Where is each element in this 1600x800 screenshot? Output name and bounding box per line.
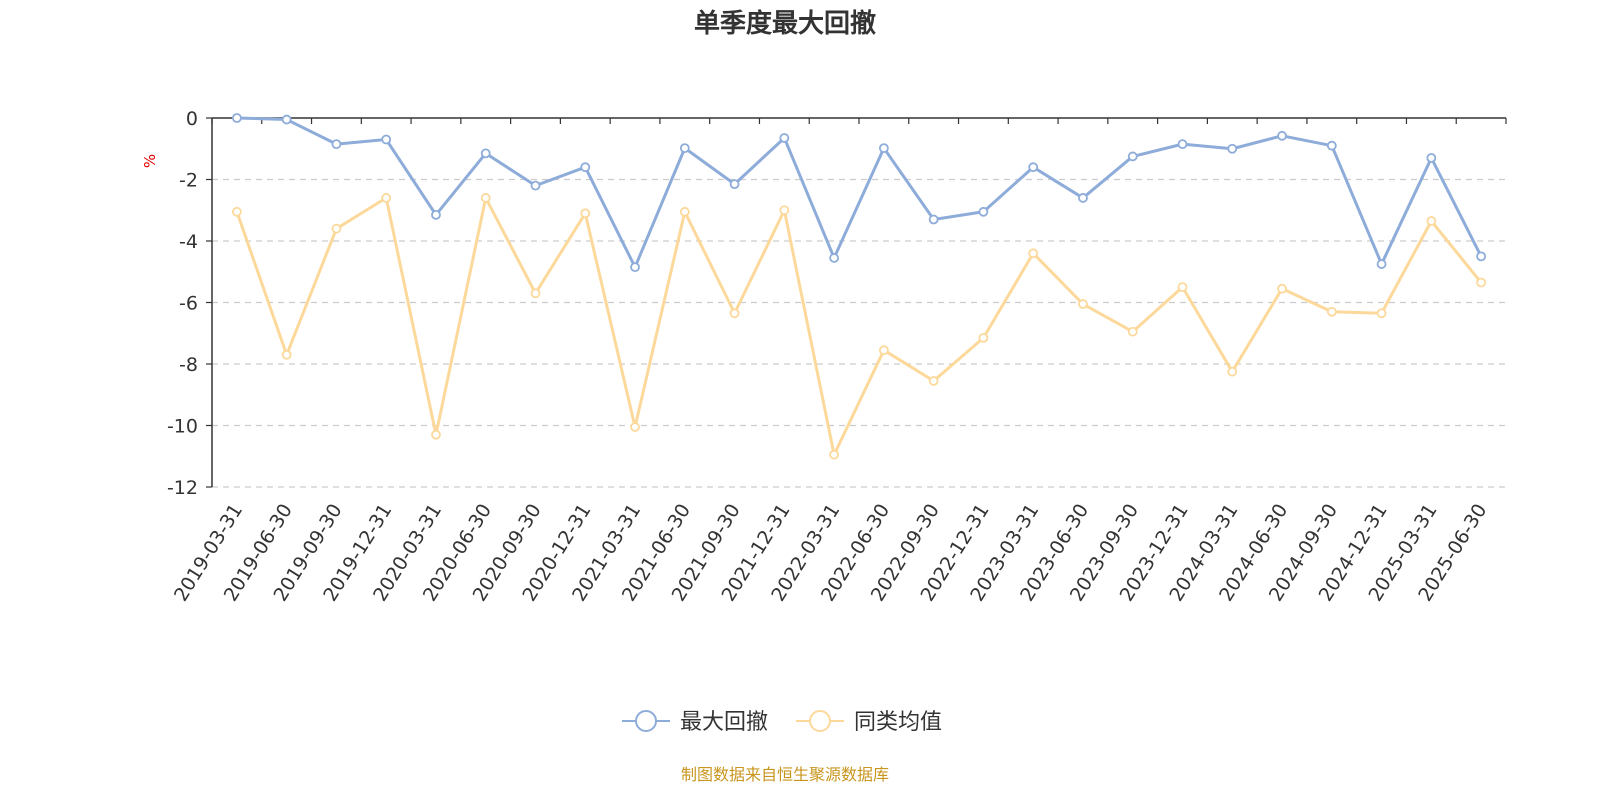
data-point[interactable] — [829, 253, 840, 263]
data-point[interactable] — [580, 162, 591, 173]
data-point[interactable] — [1326, 140, 1337, 151]
legend-item[interactable]: 最大回撤 — [622, 710, 768, 735]
data-point[interactable] — [928, 376, 939, 386]
data-point[interactable] — [480, 193, 491, 203]
y-tick-label: -6 — [179, 293, 198, 315]
data-point[interactable] — [480, 148, 491, 159]
data-point[interactable] — [978, 206, 989, 217]
data-point[interactable] — [530, 288, 541, 299]
data-point[interactable] — [331, 223, 342, 234]
legend-marker — [809, 710, 831, 732]
chart-title: 单季度最大回撤 — [694, 8, 876, 39]
data-point[interactable] — [431, 209, 441, 220]
data-point[interactable] — [1227, 143, 1238, 154]
data-point[interactable] — [679, 206, 690, 217]
data-point[interactable] — [231, 113, 242, 123]
data-point[interactable] — [1277, 130, 1287, 141]
data-point[interactable] — [381, 193, 392, 203]
data-point[interactable] — [1376, 259, 1387, 269]
axes — [206, 117, 1507, 488]
y-axis-label: % — [141, 154, 159, 168]
data-point[interactable] — [1127, 151, 1138, 162]
data-point[interactable] — [779, 133, 790, 143]
data-point[interactable] — [331, 139, 342, 150]
y-tick-label: -10 — [167, 416, 198, 438]
data-point[interactable] — [281, 114, 292, 125]
data-point[interactable] — [1028, 162, 1039, 173]
data-point[interactable] — [580, 208, 591, 219]
y-tick-label: -12 — [167, 477, 198, 499]
y-tick-label: -2 — [179, 170, 198, 192]
data-point[interactable] — [729, 308, 740, 319]
data-point[interactable] — [530, 180, 541, 191]
series-2 — [231, 193, 1487, 460]
data-point[interactable] — [729, 179, 740, 190]
data-point[interactable] — [679, 143, 690, 154]
legend-item[interactable]: 同类均值 — [796, 710, 942, 735]
data-point[interactable] — [1476, 251, 1487, 262]
data-point[interactable] — [878, 345, 889, 356]
data-point[interactable] — [630, 262, 640, 273]
y-tick-labels: 0 -2 -4 -6 -8 -10 -12 — [167, 108, 198, 499]
data-point[interactable] — [1177, 282, 1188, 293]
y-tick-label: -4 — [179, 231, 198, 253]
y-tick-label: 0 — [186, 108, 198, 130]
data-point[interactable] — [1326, 306, 1337, 317]
data-point[interactable] — [878, 143, 889, 154]
data-point[interactable] — [1376, 308, 1387, 319]
data-point[interactable] — [978, 332, 989, 343]
data-point[interactable] — [928, 214, 939, 225]
grid-lines — [212, 178, 1506, 488]
legend[interactable]: 最大回撤 同类均值 — [622, 710, 942, 735]
data-point[interactable] — [1127, 326, 1138, 337]
data-point[interactable] — [431, 429, 441, 440]
data-point[interactable] — [829, 449, 840, 460]
legend-label: 最大回撤 — [680, 710, 768, 735]
data-point[interactable] — [1078, 299, 1088, 309]
legend-label: 同类均值 — [854, 710, 942, 735]
series — [231, 113, 1487, 460]
source-note: 制图数据来自恒生聚源数据库 — [681, 765, 889, 784]
data-point[interactable] — [1277, 283, 1287, 294]
data-point[interactable] — [281, 349, 292, 360]
legend-marker — [635, 710, 657, 732]
x-tick-labels: 2019-03-312019-06-302019-09-302019-12-31… — [170, 500, 1491, 605]
data-point[interactable] — [1476, 277, 1487, 288]
data-point[interactable] — [1227, 366, 1238, 377]
data-point[interactable] — [381, 134, 392, 145]
data-point[interactable] — [1426, 153, 1437, 163]
data-point[interactable] — [1028, 248, 1039, 259]
data-point[interactable] — [779, 205, 790, 216]
series-1 — [231, 113, 1487, 273]
data-point[interactable] — [1078, 193, 1088, 203]
data-point[interactable] — [1177, 139, 1188, 150]
series-line — [235, 196, 1483, 457]
data-point[interactable] — [1426, 216, 1437, 226]
y-tick-label: -8 — [179, 354, 198, 376]
data-point[interactable] — [231, 206, 242, 217]
data-point[interactable] — [630, 422, 640, 432]
series-line — [236, 116, 1483, 269]
